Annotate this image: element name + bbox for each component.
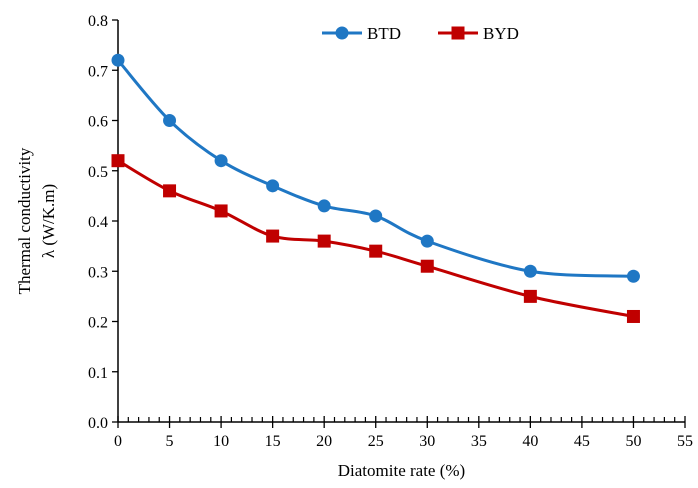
series-btd-point: [317, 199, 331, 213]
y-tick-label: 0.8: [88, 13, 108, 30]
series-btd-point: [111, 53, 125, 67]
series-btd-point: [163, 114, 177, 127]
x-tick-label: 35: [471, 433, 487, 450]
x-tick-label: 20: [316, 433, 332, 450]
series-btd: [111, 53, 640, 283]
legend: BTD BYD: [322, 24, 519, 43]
legend-label-btd: BTD: [367, 24, 401, 43]
y-axis-label: Thermal conductivity λ (W/K.m): [15, 147, 58, 294]
series-btd-point: [369, 209, 383, 223]
legend-swatch-marker: [451, 26, 465, 40]
series-byd-point: [266, 229, 280, 243]
x-tick-label: 25: [368, 433, 384, 450]
x-minor-ticks: [127, 417, 676, 422]
series-btd-point: [523, 264, 537, 278]
series-byd-point: [163, 184, 177, 198]
series-btd-point: [214, 154, 228, 168]
x-tick-label: 30: [419, 433, 435, 450]
series-btd-point: [626, 269, 640, 283]
x-ticks: 0 5 10 15 20 25 30 35 40 45 50 55: [114, 416, 693, 450]
x-tick-label: 15: [265, 433, 281, 450]
series-byd-point: [420, 259, 434, 273]
y-tick-label: 0.2: [88, 315, 108, 332]
series-byd-point: [214, 204, 228, 218]
y-tick-label: 0.5: [88, 164, 108, 181]
y-tick-label: 0.0: [88, 415, 108, 432]
y-tick-label: 0.4: [88, 214, 108, 231]
series-byd-point: [111, 154, 125, 168]
legend-item-byd: BYD: [438, 24, 519, 43]
series-layer: [111, 53, 640, 323]
series-byd-point: [317, 234, 331, 248]
series-byd-point: [523, 289, 537, 303]
x-tick-label: 40: [522, 433, 538, 450]
y-tick-label: 0.6: [88, 114, 108, 131]
y-axis-label-line-2: λ (W/K.m): [39, 184, 58, 258]
series-btd-point: [266, 179, 280, 193]
legend-swatch-marker: [335, 26, 349, 40]
y-axis-label-line-1: Thermal conductivity: [15, 147, 34, 294]
legend-item-btd: BTD: [322, 24, 401, 43]
x-tick-label: 50: [625, 433, 641, 450]
axes: [117, 20, 685, 423]
y-tick-label: 0.1: [88, 365, 108, 382]
x-tick-label: 0: [114, 433, 122, 450]
series-byd: [111, 154, 640, 323]
y-tick-label: 0.3: [88, 264, 108, 281]
series-byd-line: [117, 159, 634, 318]
x-tick-label: 45: [574, 433, 590, 450]
series-byd-point: [626, 309, 640, 323]
series-byd-point: [369, 244, 383, 258]
x-axis-label: Diatomite rate (%): [338, 461, 465, 480]
y-tick-label: 0.7: [88, 63, 108, 80]
y-ticks: 0.0 0.1 0.2 0.3 0.4 0.5 0.6 0.7 0.8: [88, 13, 118, 432]
series-btd-point: [420, 234, 434, 248]
series-btd-line: [116, 59, 634, 278]
x-tick-label: 55: [677, 433, 693, 450]
x-tick-label: 5: [166, 433, 174, 450]
x-tick-label: 10: [213, 433, 229, 450]
legend-label-byd: BYD: [483, 24, 519, 43]
